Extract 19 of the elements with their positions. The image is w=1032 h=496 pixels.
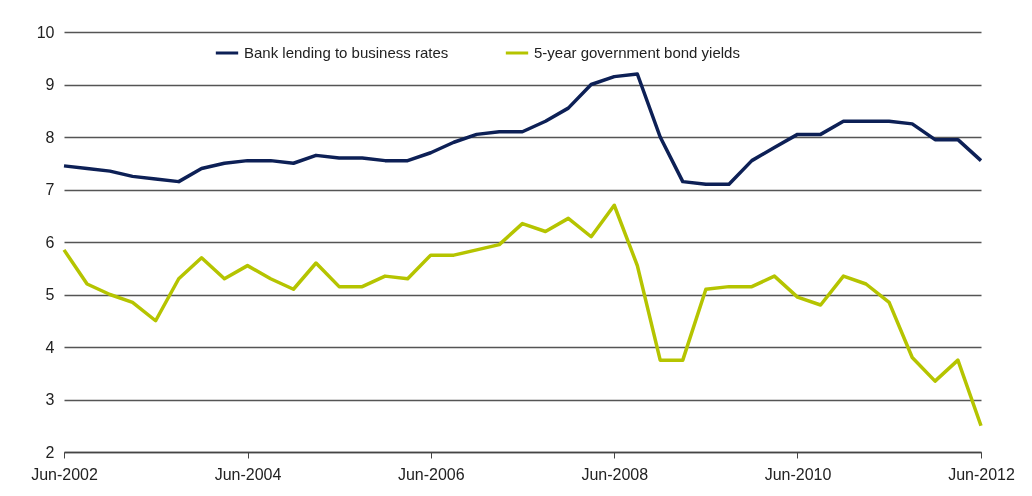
y-tick-label: 8 <box>45 128 55 146</box>
line-series <box>62 203 983 428</box>
y-tick-label: 2 <box>45 443 55 461</box>
x-tick-label: Jun-2002 <box>31 465 98 483</box>
x-tick-label: Jun-2012 <box>948 465 1015 483</box>
y-tick-label: 9 <box>45 76 55 93</box>
y-tick-label: 4 <box>45 338 55 356</box>
x-tick-label: Jun-2006 <box>397 465 465 483</box>
y-tick-label: 10 <box>36 23 55 41</box>
x-tick-label: Jun-2010 <box>764 465 832 483</box>
x-tick-label: Jun-2008 <box>581 465 649 483</box>
legend-label: Bank lending to business rates <box>244 44 449 61</box>
y-tick-label: 3 <box>45 391 55 408</box>
line-series <box>62 72 983 186</box>
y-tick-label: 7 <box>45 181 55 198</box>
legend-label: 5-year government bond yields <box>534 44 740 61</box>
x-tick-label: Jun-2004 <box>214 465 282 483</box>
y-tick-label: 6 <box>45 233 55 251</box>
y-tick-label: 5 <box>45 286 55 303</box>
